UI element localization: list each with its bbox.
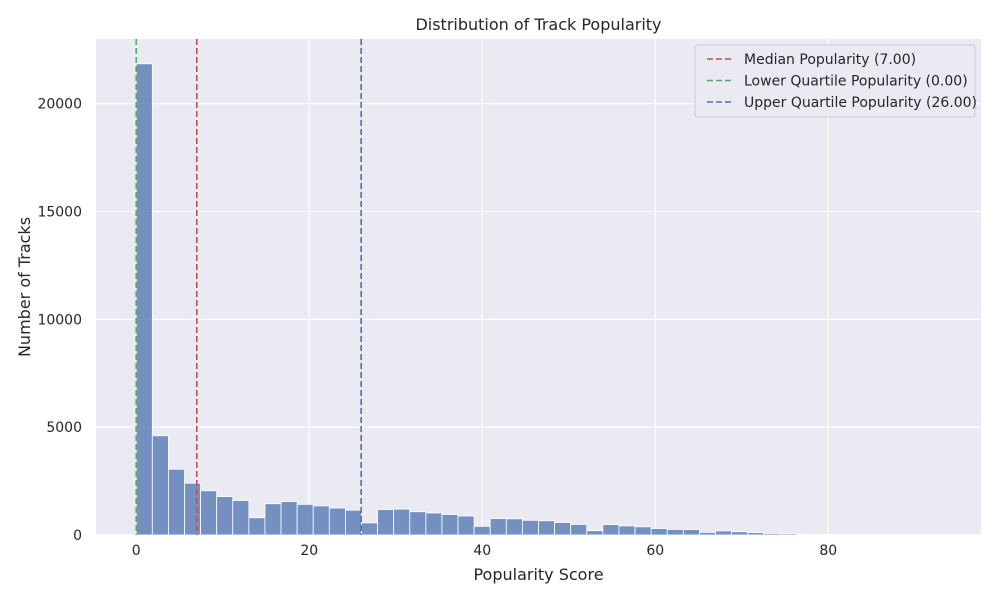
histogram-bars xyxy=(135,63,942,536)
histogram-bar xyxy=(393,508,411,536)
histogram-bar xyxy=(570,524,588,536)
histogram-bar xyxy=(699,532,716,536)
legend-entry-label: Median Popularity (7.00) xyxy=(744,52,916,68)
legend: Median Popularity (7.00) Lower Quartile P… xyxy=(694,44,977,118)
histogram-bar xyxy=(602,524,620,536)
histogram-bar xyxy=(538,520,555,536)
histogram-bar xyxy=(264,503,282,536)
y-tick-label: 0 xyxy=(73,528,82,544)
histogram-bar xyxy=(811,534,829,536)
legend-entry-label: Upper Quartile Popularity (26.00) xyxy=(744,95,977,111)
histogram-bar xyxy=(682,529,700,536)
legend-entry-label: Lower Quartile Popularity (0.00) xyxy=(744,74,968,90)
histogram-bar xyxy=(184,482,201,536)
histogram-bar xyxy=(409,511,427,536)
x-axis-ticks: 0 20 40 60 80 xyxy=(132,543,837,559)
histogram-bar xyxy=(795,533,813,536)
x-tick-label: 40 xyxy=(473,543,491,559)
histogram-bar xyxy=(763,533,781,536)
legend-box xyxy=(694,44,976,118)
histogram-bar xyxy=(779,533,797,536)
y-tick-label: 15000 xyxy=(37,205,82,221)
histogram-bar xyxy=(345,509,362,536)
reference-lines xyxy=(135,39,362,535)
y-tick-label: 20000 xyxy=(37,97,82,113)
histogram-bar xyxy=(377,509,395,536)
histogram-bar xyxy=(666,528,684,536)
histogram-bar xyxy=(473,525,491,536)
histogram-bar xyxy=(522,519,539,536)
x-tick-label: 20 xyxy=(300,543,318,559)
x-axis-label: Popularity Score xyxy=(473,565,603,584)
histogram-bar xyxy=(489,518,507,536)
x-tick-label: 80 xyxy=(819,543,837,559)
x-tick-label: 60 xyxy=(646,543,664,559)
histogram-bar xyxy=(554,522,572,536)
histogram-bar xyxy=(232,500,250,536)
histogram-bar xyxy=(312,505,330,536)
histogram-bar xyxy=(151,435,169,536)
histogram-bar xyxy=(361,522,378,536)
histogram-bar xyxy=(248,517,266,536)
histogram-bar xyxy=(280,501,298,536)
histogram-bar xyxy=(634,526,652,536)
histogram-bar xyxy=(200,490,218,536)
x-tick-label: 0 xyxy=(132,543,141,559)
histogram-bar xyxy=(425,512,443,536)
histogram-bar xyxy=(715,530,732,536)
plot-area xyxy=(96,39,981,535)
histogram-bar xyxy=(441,514,459,536)
chart-title: Distribution of Track Popularity xyxy=(415,15,661,34)
y-axis-ticks: 0 5000 10000 15000 20000 xyxy=(37,97,82,544)
histogram-bar xyxy=(457,515,475,536)
histogram-bar xyxy=(731,531,749,536)
y-tick-label: 5000 xyxy=(46,420,82,436)
histogram-bar xyxy=(618,525,636,536)
histogram-bar xyxy=(296,503,314,536)
y-axis-label: Number of Tracks xyxy=(15,217,34,357)
histogram-bar xyxy=(505,518,523,536)
histogram-bar xyxy=(135,63,153,536)
histogram-bar xyxy=(586,530,604,536)
histogram-bar xyxy=(216,496,234,536)
histogram-bar xyxy=(328,507,346,536)
y-tick-label: 10000 xyxy=(37,312,82,328)
histogram-bar xyxy=(650,528,668,536)
histogram-bar xyxy=(168,468,185,536)
histogram-bar xyxy=(747,532,765,536)
